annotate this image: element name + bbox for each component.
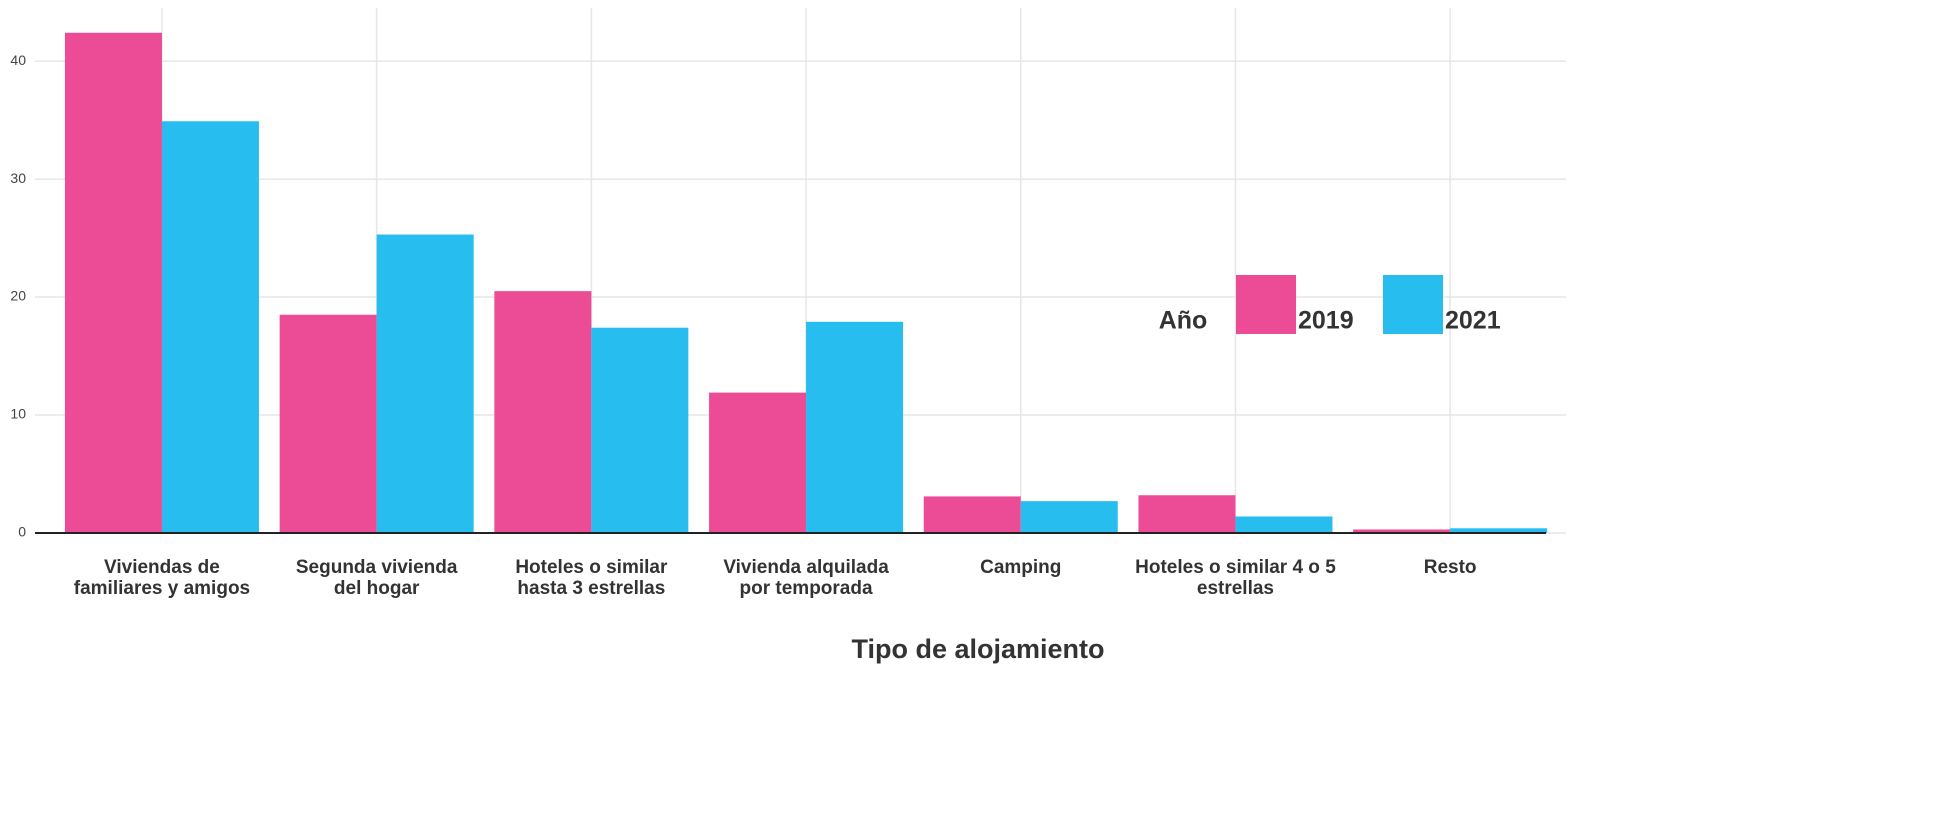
legend-label: 2019: [1298, 307, 1354, 335]
x-tick-label: Hoteles o similar hasta 3 estrellas: [515, 557, 668, 599]
bar: [376, 234, 474, 534]
x-tick-label: Camping: [980, 557, 1061, 578]
bar: [1138, 495, 1236, 533]
bar: [591, 327, 689, 533]
y-tick-label: 40: [10, 52, 26, 68]
bar: [1235, 516, 1333, 533]
x-tick-label: Vivienda alquilada por temporada: [723, 557, 889, 599]
bar: [806, 321, 904, 533]
y-tick-label: 20: [10, 288, 26, 304]
x-axis-title: Tipo de alojamiento: [851, 634, 1104, 664]
x-tick-label: Hoteles o similar 4 o 5 estrellas: [1135, 557, 1336, 599]
y-tick-label: 10: [10, 406, 26, 422]
legend-title: Año: [1159, 307, 1208, 335]
legend-swatch: [1383, 275, 1443, 334]
y-tick-label: 30: [10, 170, 26, 186]
bar: [923, 496, 1021, 533]
legend-swatch: [1236, 275, 1296, 334]
bar: [1020, 501, 1118, 533]
bar: [709, 392, 807, 533]
bar: [161, 121, 259, 534]
x-tick-label: Segunda vivienda del hogar: [296, 557, 458, 599]
x-tick-label: Viviendas de familiares y amigos: [74, 557, 250, 599]
legend-label: 2021: [1445, 307, 1501, 335]
x-tick-label: Resto: [1424, 557, 1477, 578]
bar: [279, 314, 377, 533]
bar: [64, 32, 162, 534]
bar: [1353, 529, 1451, 533]
bar: [1450, 528, 1548, 533]
bar: [494, 291, 592, 533]
y-tick-label: 0: [18, 524, 26, 540]
